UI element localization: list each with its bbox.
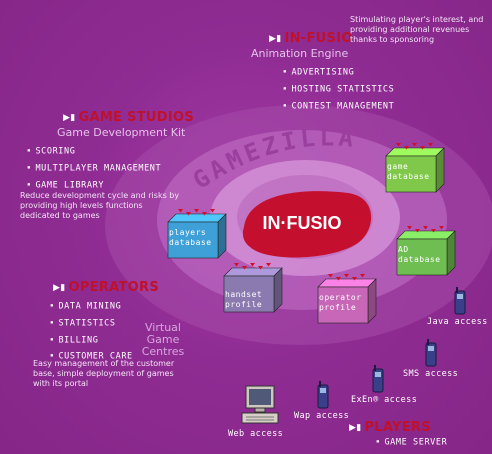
list-item: STATISTICS xyxy=(50,315,133,332)
list-item: CUSTOMER CARE xyxy=(50,348,133,365)
mobile-phone-icon xyxy=(317,381,329,409)
players-heading: ▶▮ PLAYERS xyxy=(349,420,431,435)
logo-text: IN·FUSIO xyxy=(263,213,342,233)
cube-shape xyxy=(167,209,227,259)
marker-triangle xyxy=(407,226,412,230)
list-item: CONTEST MANAGEMENT xyxy=(283,98,394,115)
mobile-phone-icon xyxy=(372,365,384,393)
marker-triangle xyxy=(396,143,401,147)
bullet-arrow-icon: ▶▮ xyxy=(269,33,282,44)
game-studios-title: GAME STUDIOS xyxy=(78,110,194,125)
operator-profile-box: operator profile xyxy=(316,273,378,329)
marker-triangle xyxy=(412,143,417,147)
infusio-title: IN-FUSIO xyxy=(284,31,353,46)
bullet-arrow-icon: ▶▮ xyxy=(349,422,362,433)
bullet-arrow-icon: ▶▮ xyxy=(53,282,66,293)
infusio-heading: ▶▮ IN-FUSIO xyxy=(269,31,353,46)
marker-triangle xyxy=(258,266,263,270)
handset-profile-box: handset profile xyxy=(222,262,284,318)
mobile-phone-icon xyxy=(454,287,466,315)
ad-database-box: AD database xyxy=(395,225,457,281)
players-items: GAME SERVER xyxy=(376,434,447,451)
marker-triangle xyxy=(344,274,349,278)
list-item: BILLING xyxy=(50,332,133,349)
marker-triangle xyxy=(250,263,255,267)
exen-access-label: ExEn® access xyxy=(351,395,418,405)
virtual-game-centres: Virtual Game Centres xyxy=(141,321,185,358)
list-item: GAME SERVER xyxy=(376,434,447,451)
marker-triangle xyxy=(242,266,247,270)
marker-triangle xyxy=(352,277,357,281)
marker-triangle xyxy=(423,226,428,230)
game-database-box: game database xyxy=(384,142,446,198)
marker-triangle xyxy=(415,229,420,233)
marker-triangle xyxy=(439,226,444,230)
wap-access-label: Wap access xyxy=(294,411,350,421)
operators-heading: ▶▮ OPERATORS xyxy=(53,280,159,295)
marker-triangle xyxy=(266,263,271,267)
marker-triangle xyxy=(360,274,365,278)
game-studios-subtitle: Game Development Kit xyxy=(57,126,186,139)
sms-access-label: SMS access xyxy=(403,369,459,379)
list-item: DATA MINING xyxy=(50,298,133,315)
operators-title: OPERATORS xyxy=(68,280,159,295)
cube-shape xyxy=(396,226,456,276)
java-access-label: Java access xyxy=(427,317,488,327)
marker-triangle xyxy=(202,212,207,216)
list-item: GAME LIBRARY xyxy=(27,177,161,194)
marker-triangle xyxy=(404,146,409,150)
bullet-arrow-icon: ▶▮ xyxy=(63,112,76,123)
marker-triangle xyxy=(431,229,436,233)
operators-items: DATA MINING STATISTICS BILLING CUSTOMER … xyxy=(50,298,133,365)
list-item: HOSTING STATISTICS xyxy=(283,81,394,98)
players-title: PLAYERS xyxy=(364,420,431,435)
mobile-phone-icon xyxy=(425,339,437,367)
marker-triangle xyxy=(194,209,199,213)
game-studios-heading: ▶▮ GAME STUDIOS xyxy=(63,110,194,125)
game-studios-items: SCORING MULTIPLAYER MANAGEMENT GAME LIBR… xyxy=(27,143,161,193)
infusio-items: ADVERTISING HOSTING STATISTICS CONTEST M… xyxy=(283,64,394,114)
operators-description: Easy management of the customer base, si… xyxy=(33,359,175,388)
marker-triangle xyxy=(328,274,333,278)
infusio-description: Stimulating player's interest, and provi… xyxy=(350,15,484,44)
infusio-logo: IN·FUSIO xyxy=(242,191,372,258)
marker-triangle xyxy=(420,146,425,150)
computer-icon xyxy=(241,385,279,424)
players-database-box: players database xyxy=(166,208,228,264)
infusio-subtitle: Animation Engine xyxy=(251,47,349,60)
list-item: ADVERTISING xyxy=(283,64,394,81)
marker-triangle xyxy=(186,212,191,216)
cube-shape xyxy=(385,143,445,193)
marker-triangle xyxy=(234,263,239,267)
marker-triangle xyxy=(210,209,215,213)
cube-shape xyxy=(223,263,283,313)
marker-triangle xyxy=(336,277,341,281)
list-item: SCORING xyxy=(27,143,161,160)
marker-triangle xyxy=(178,209,183,213)
marker-triangle xyxy=(428,143,433,147)
game-studios-description: Reduce development cycle and risks by pr… xyxy=(20,191,180,220)
web-access-label: Web access xyxy=(228,429,284,439)
cube-shape xyxy=(317,274,377,324)
list-item: MULTIPLAYER MANAGEMENT xyxy=(27,160,161,177)
